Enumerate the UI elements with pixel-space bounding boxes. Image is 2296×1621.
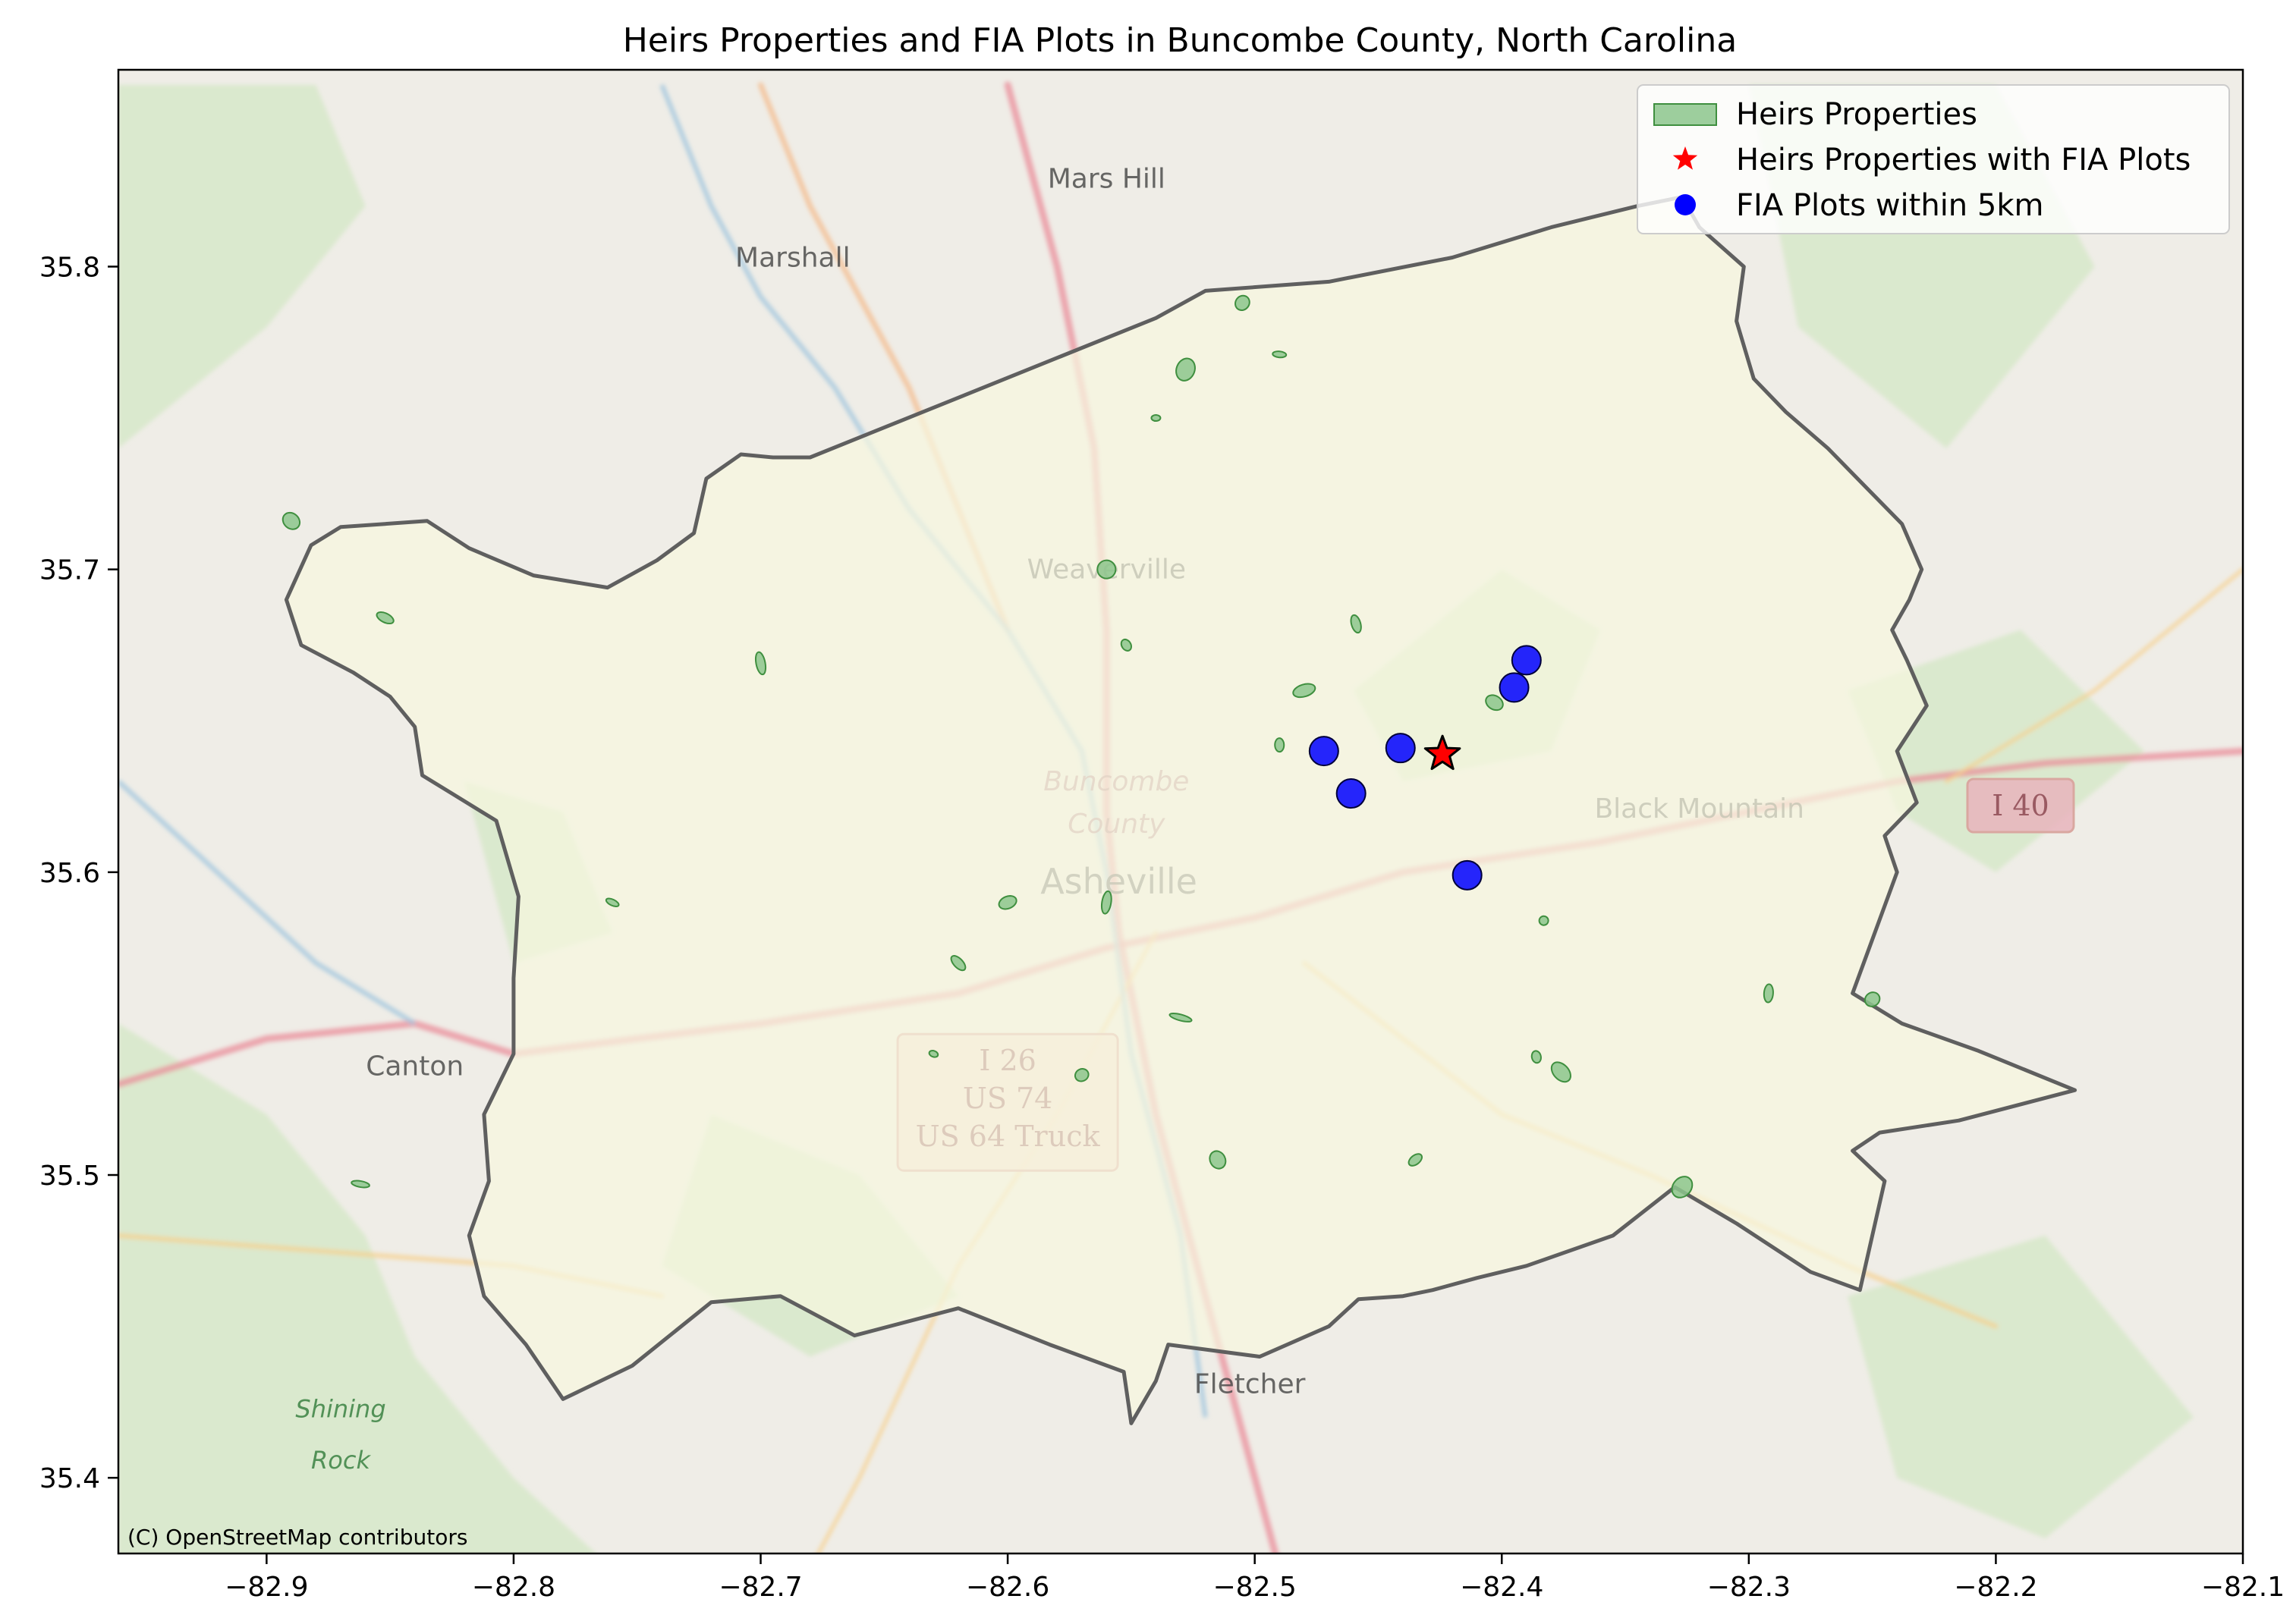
legend: Heirs Properties Heirs Properties with FI… [1637,84,2230,234]
x-tick-label: −82.9 [225,1572,308,1603]
y-tick-label: 35.6 [39,858,100,889]
place-label: Mars Hill [1048,164,1165,195]
x-tick-label: −82.8 [472,1572,555,1603]
heirs-property-parcel [1209,1150,1227,1170]
heirs-property-parcel [928,1050,939,1058]
fia-plots-layer [1308,645,1542,891]
legend-label: Heirs Properties with FIA Plots [1736,143,2191,177]
heirs-property-parcel [1292,683,1316,699]
heirs-property-parcel [605,897,620,908]
place-label: Shining [295,1394,385,1423]
x-tick-label: −82.4 [1460,1572,1543,1603]
y-tick-label: 35.8 [39,252,100,283]
heirs-property-parcel [754,651,767,676]
heirs-property-parcel [950,955,967,972]
basemap-forest [1848,1235,2194,1538]
basemap-river [118,779,417,1026]
heirs-property-parcel [376,611,395,625]
legend-label: Heirs Properties [1736,97,1977,132]
basemap-road [1944,567,2243,784]
x-tick-label: −82.1 [2201,1572,2285,1603]
heirs-property-parcel [1272,350,1288,359]
heirs-fia-star-marker [1423,734,1461,771]
y-axis-ticks: 35.4 35.5 35.6 35.7 35.8 [39,252,118,1494]
heirs-property-parcel [1485,694,1504,712]
heirs-property-parcel [1274,737,1285,753]
heirs-property-parcel [1671,1176,1694,1198]
heirs-property-parcel [1100,890,1112,915]
place-label: Marshall [735,242,851,273]
legend-frame [1637,84,2230,234]
x-tick-label: −82.2 [1954,1572,2037,1603]
heirs-property-parcel [1234,294,1250,312]
fia-plot-marker [1452,859,1483,891]
basemap-forest [118,1023,596,1553]
y-tick-label: 35.4 [39,1463,100,1494]
heirs-property-parcel [1074,1068,1090,1082]
basemap-forest [118,85,366,448]
heirs-property-parcel [1550,1061,1571,1083]
heirs-property-parcel [1175,357,1196,382]
heirs-fia-star-layer [1423,734,1461,771]
fia-plot-marker [1511,645,1542,676]
fia-plot-marker [1385,733,1416,764]
fia-plot-marker [1499,672,1530,703]
x-tick-label: −82.5 [1213,1572,1297,1603]
heirs-property-parcel [351,1180,370,1189]
place-label: Fletcher [1194,1368,1306,1400]
legend-swatch-heirs-properties [1653,103,1717,126]
place-label: Canton [366,1051,464,1082]
heirs-property-parcel [1120,638,1132,652]
fia-plot-marker [1335,778,1367,809]
heirs-property-parcel [281,511,301,530]
map-axes: Mars HillMarshallWeavervilleBuncombeCoun… [39,68,2285,1603]
heirs-properties-layer [281,294,1881,1198]
heirs-property-parcel [1864,991,1881,1007]
axes-frame [117,68,2244,1555]
heirs-property-parcel [1150,414,1162,423]
x-tick-label: −82.6 [966,1572,1049,1603]
x-axis-ticks: −82.9 −82.8 −82.7 −82.6 −82.5 −82.4 −82.3 −82.2… [225,1553,2285,1603]
x-tick-label: −82.3 [1707,1572,1791,1603]
y-tick-label: 35.7 [39,555,100,586]
attribution-text: (C) OpenStreetMap contributors [127,1525,467,1550]
heirs-property-parcel [1350,614,1362,634]
y-tick-label: 35.5 [39,1161,100,1192]
heirs-property-parcel [1538,915,1549,926]
heirs-property-parcel [1407,1153,1423,1167]
heirs-property-parcel [1096,559,1117,580]
legend-swatch-circle [1675,194,1696,215]
road-shield-label: I 40 [1992,789,2049,822]
county-boundary [284,195,2077,1425]
heirs-property-parcel [1763,983,1774,1004]
road-shield-box [1966,778,2075,834]
heirs-property-parcel [1168,1012,1193,1023]
x-tick-label: −82.7 [719,1572,802,1603]
road-shield: I 40 [1966,778,2075,834]
heirs-property-parcel [998,895,1017,910]
heirs-property-parcel [1530,1050,1542,1064]
legend-label: FIA Plots within 5km [1736,188,2043,223]
legend-swatch-star [1672,146,1698,170]
fia-plot-marker [1308,736,1339,767]
map-title: Heirs Properties and FIA Plots in Buncom… [623,21,1737,60]
place-label: Rock [311,1446,371,1475]
